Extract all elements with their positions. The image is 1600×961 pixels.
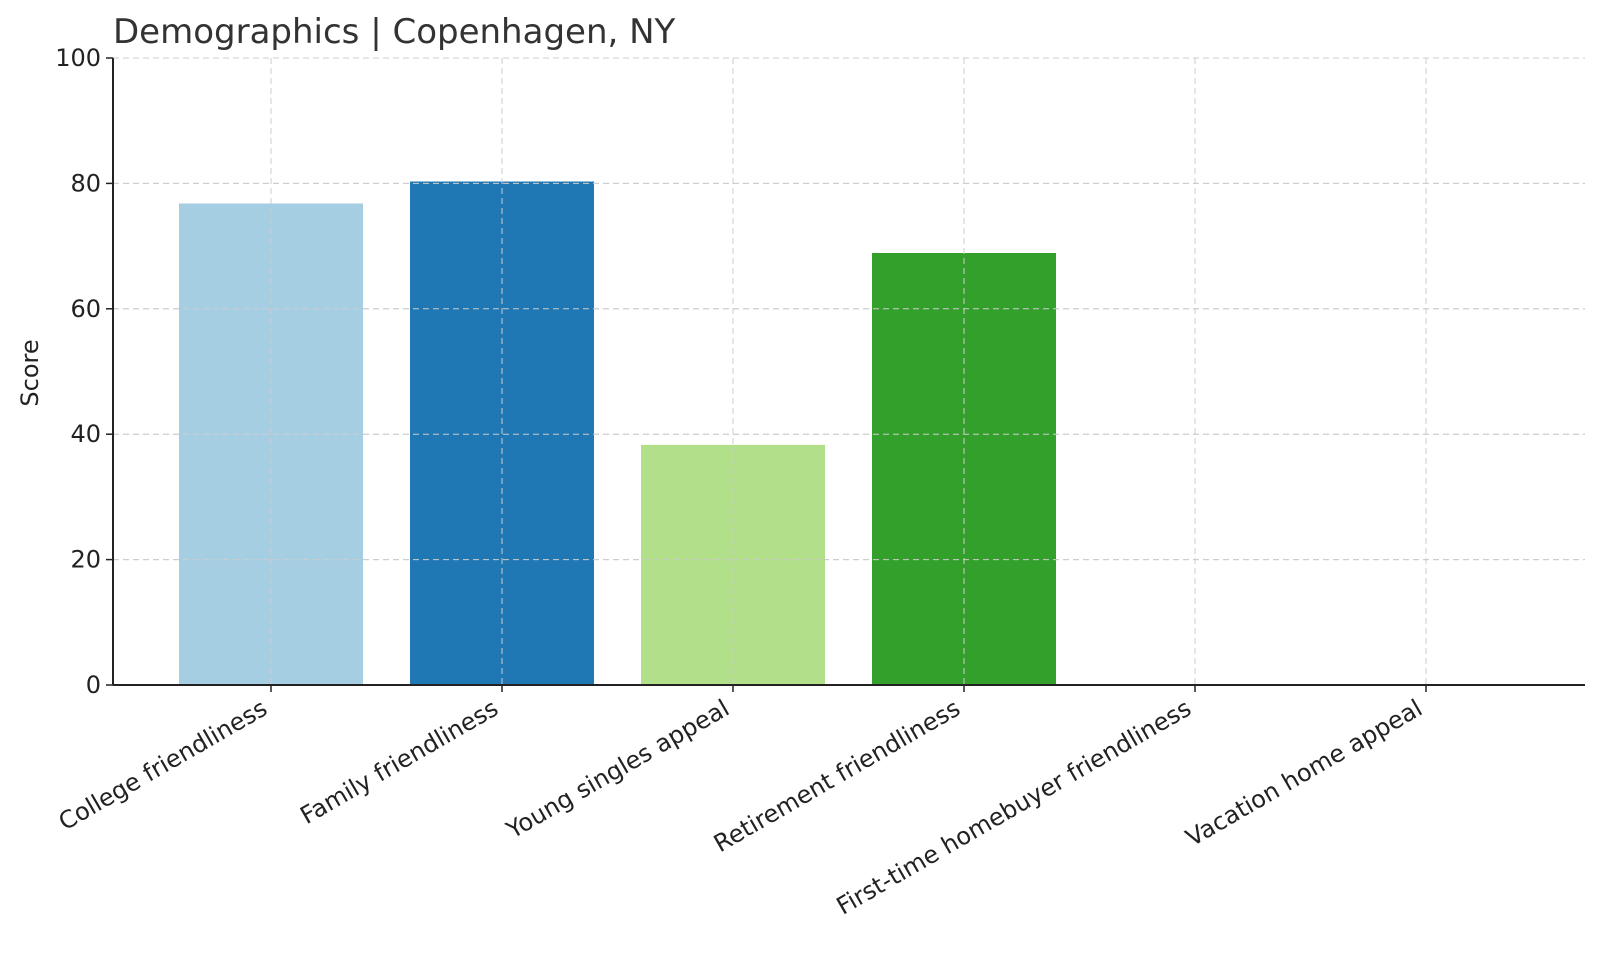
y-tick-label: 20	[70, 546, 101, 574]
y-tick-label: 0	[86, 671, 101, 699]
y-axis-ticks: 0 20 40 60 80 100	[55, 44, 113, 699]
y-tick-label: 100	[55, 44, 101, 72]
x-axis-ticks: College friendliness Family friendlinessY…	[54, 685, 1427, 920]
x-tick-label: Family friendliness	[296, 694, 503, 830]
bars	[113, 57, 1585, 686]
bar	[641, 444, 825, 685]
x-tick-label: Young singles appeal	[501, 694, 734, 845]
y-tick-label: 60	[70, 295, 101, 323]
chart-title: Demographics | Copenhagen, NY	[113, 12, 676, 52]
y-tick-label: 40	[70, 420, 101, 448]
axes	[112, 58, 1585, 686]
y-tick-label: 80	[70, 169, 101, 197]
x-tick-label: Vacation home appeal	[1181, 694, 1427, 852]
y-axis-label: Score	[16, 339, 44, 406]
x-tick-label: First-time homebuyer friendliness	[832, 694, 1196, 920]
x-tick-label: College friendliness	[54, 694, 272, 836]
x-tick-label: Retirement friendliness	[709, 694, 965, 858]
